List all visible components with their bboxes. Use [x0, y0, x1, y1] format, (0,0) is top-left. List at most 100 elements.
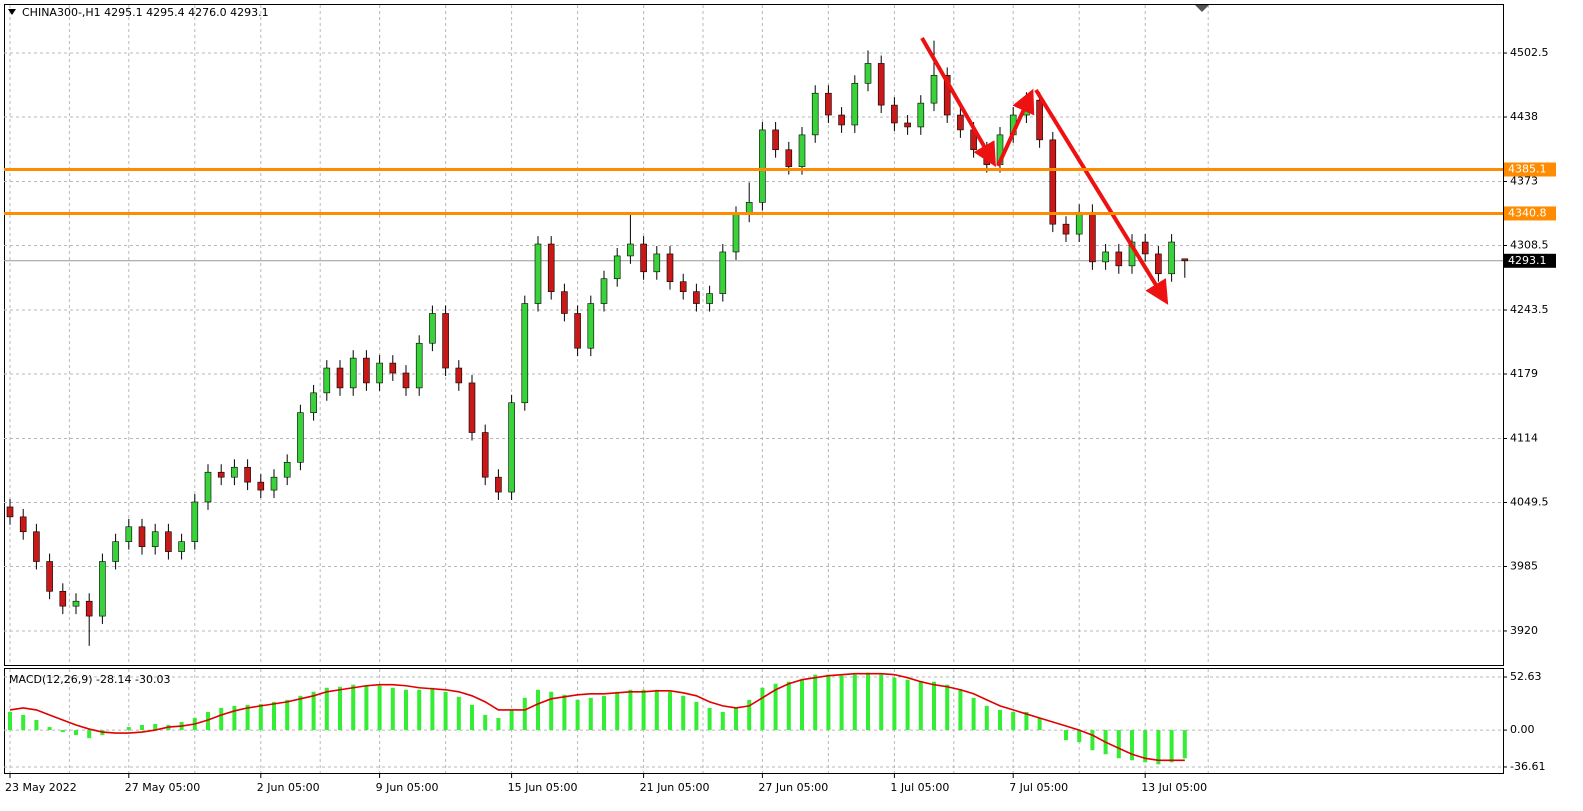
- macd-bar: [1077, 730, 1082, 743]
- candle-body: [112, 541, 119, 562]
- candle-body: [679, 281, 687, 292]
- macd-bar: [206, 711, 210, 731]
- macd-bar: [1116, 730, 1121, 759]
- macd-bar: [298, 695, 303, 731]
- marks-layer: [6, 40, 1189, 765]
- candle-body: [759, 129, 766, 203]
- candle-body: [1102, 251, 1109, 263]
- macd-bar: [773, 683, 778, 731]
- candle-body: [732, 213, 740, 253]
- candle-body: [719, 251, 727, 294]
- candle-body: [257, 481, 265, 491]
- macd-bar: [153, 724, 158, 731]
- macd-bar: [1011, 711, 1016, 731]
- x-tick-label: 23 May 2022: [5, 781, 77, 794]
- macd-bar: [351, 684, 356, 731]
- macd-bar: [258, 703, 263, 731]
- candle-body: [204, 471, 212, 503]
- grid-layer: [4, 5, 1503, 773]
- candle-body: [46, 561, 53, 592]
- macd-bar: [443, 691, 448, 731]
- macd-bar: [747, 699, 752, 731]
- macd-bar: [654, 689, 659, 731]
- macd-bar: [734, 707, 738, 731]
- macd-bar: [905, 679, 910, 731]
- macd-bar: [1037, 717, 1042, 731]
- x-tick-label: 27 Jun 05:00: [758, 781, 828, 794]
- annotation-arrows: [920, 37, 1169, 305]
- candle-body: [561, 291, 568, 314]
- x-tick-label: 15 Jun 05:00: [508, 781, 578, 794]
- macd-bar: [509, 709, 514, 731]
- macd-bar: [456, 696, 461, 731]
- macd-bar: [536, 689, 540, 731]
- macd-bar: [681, 695, 686, 731]
- candle-body: [957, 114, 964, 131]
- macd-bar: [813, 674, 818, 731]
- macd-bar: [760, 687, 765, 731]
- candle-body: [297, 412, 304, 463]
- macd-bar: [60, 730, 65, 733]
- macd-bar: [707, 707, 712, 731]
- candle-body: [125, 526, 133, 542]
- x-tick-label: 9 Jun 05:00: [376, 781, 439, 794]
- candle-body: [217, 471, 225, 478]
- candle-body: [706, 293, 713, 304]
- macd-panel: [4, 668, 1504, 774]
- macd-bar: [892, 677, 897, 731]
- macd-bar: [8, 711, 12, 731]
- candle-body: [587, 303, 595, 349]
- candle-body: [627, 243, 634, 257]
- macd-bar: [549, 691, 554, 731]
- y-tick-label: -36.61: [1510, 760, 1545, 773]
- candle-body: [283, 461, 291, 478]
- macd-bar: [47, 727, 52, 731]
- macd-bar: [377, 685, 382, 731]
- macd-bar: [1169, 730, 1174, 763]
- candle-body: [85, 600, 93, 617]
- candle-body: [811, 92, 819, 136]
- candle-body: [693, 291, 700, 304]
- macd-bar: [21, 714, 26, 731]
- macd-bar: [786, 681, 791, 731]
- candle-body: [1155, 253, 1162, 275]
- candle-body: [72, 600, 80, 607]
- price-label: 4293.1: [1508, 254, 1547, 267]
- candle-body: [877, 63, 885, 106]
- macd-bar: [866, 672, 870, 731]
- candle-body: [917, 102, 925, 128]
- macd-bar: [1130, 730, 1134, 761]
- candle-body: [402, 372, 410, 389]
- candle-body: [59, 590, 67, 607]
- macd-bar: [34, 719, 39, 731]
- candle-body: [521, 303, 529, 404]
- macd-bar: [219, 707, 224, 731]
- candle-body: [653, 253, 661, 273]
- macd-bar: [839, 675, 844, 731]
- candle-body: [310, 392, 317, 413]
- macd-bar: [126, 727, 131, 731]
- y-tick-label: 3920: [1510, 624, 1538, 637]
- macd-bar: [958, 689, 963, 731]
- macd-bar: [998, 709, 1002, 731]
- macd-bar: [628, 689, 633, 731]
- chart-title: CHINA300-,H1 4295.1 4295.4 4276.0 4293.1: [22, 6, 269, 19]
- macd-bar: [404, 689, 408, 731]
- candle-body: [798, 134, 806, 167]
- macd-title: MACD(12,26,9) -28.14 -30.03: [9, 673, 170, 686]
- macd-bar: [641, 689, 646, 731]
- candle-body: [481, 432, 489, 478]
- macd-bar: [918, 681, 923, 731]
- macd-bar: [311, 691, 316, 731]
- candle-body: [613, 255, 621, 280]
- macd-bar: [879, 674, 884, 731]
- candle-body: [468, 382, 476, 433]
- level-label-box: [1504, 206, 1556, 221]
- candle-body: [336, 367, 344, 389]
- x-tick-label: 27 May 05:00: [125, 781, 200, 794]
- candle-body: [1036, 99, 1043, 141]
- price-label-box: [1504, 253, 1556, 268]
- macd-bar: [852, 674, 857, 731]
- main-panel: [4, 4, 1504, 666]
- macd-bar: [575, 699, 580, 731]
